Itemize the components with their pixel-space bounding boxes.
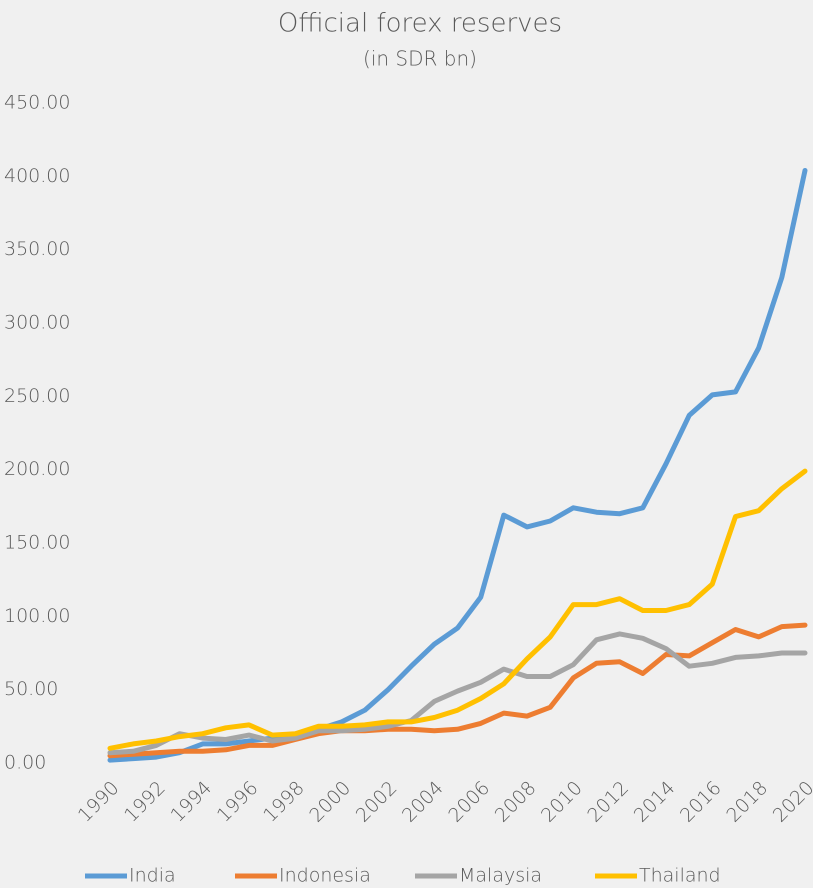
y-tick-label: 0.00 <box>4 752 46 774</box>
y-tick-label: 50.00 <box>4 678 58 700</box>
chart-title: Official forex reserves <box>278 9 562 39</box>
series-line <box>107 622 808 759</box>
y-tick-label: 450.00 <box>4 92 70 114</box>
y-tick-label: 100.00 <box>4 605 70 627</box>
chart-subtitle: (in SDR bn) <box>363 47 477 71</box>
y-tick-label: 250.00 <box>4 385 70 407</box>
legend-label: Thailand <box>639 865 721 887</box>
y-tick-label: 200.00 <box>4 458 70 480</box>
y-tick-label: 350.00 <box>4 238 70 260</box>
legend-label: Malaysia <box>459 865 542 887</box>
legend-label: India <box>129 865 176 887</box>
y-tick-label: 300.00 <box>4 312 70 334</box>
y-tick-label: 150.00 <box>4 532 70 554</box>
series-line <box>107 468 808 751</box>
y-tick-label: 400.00 <box>4 165 70 187</box>
series-line <box>107 631 808 756</box>
series-line <box>107 168 808 763</box>
legend-label: Indonesia <box>279 865 371 887</box>
